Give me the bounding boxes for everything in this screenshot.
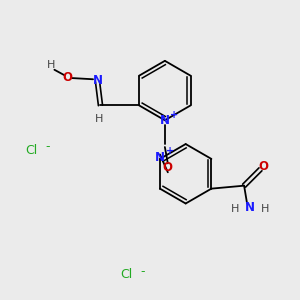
Text: -: - [140, 266, 145, 278]
Text: +: + [166, 146, 174, 157]
Text: O: O [258, 160, 268, 173]
Text: Cl: Cl [120, 268, 132, 281]
Text: H: H [95, 114, 103, 124]
Text: N: N [155, 151, 165, 164]
Text: O: O [163, 161, 173, 174]
Text: -: - [45, 140, 50, 154]
Text: H: H [261, 204, 269, 214]
Text: H: H [231, 204, 239, 214]
Text: N: N [245, 202, 255, 214]
Text: +: + [170, 110, 178, 120]
Text: H: H [47, 60, 56, 70]
Text: Cl: Cl [25, 143, 37, 157]
Text: O: O [63, 71, 73, 84]
Text: N: N [160, 114, 170, 127]
Text: N: N [92, 74, 103, 87]
